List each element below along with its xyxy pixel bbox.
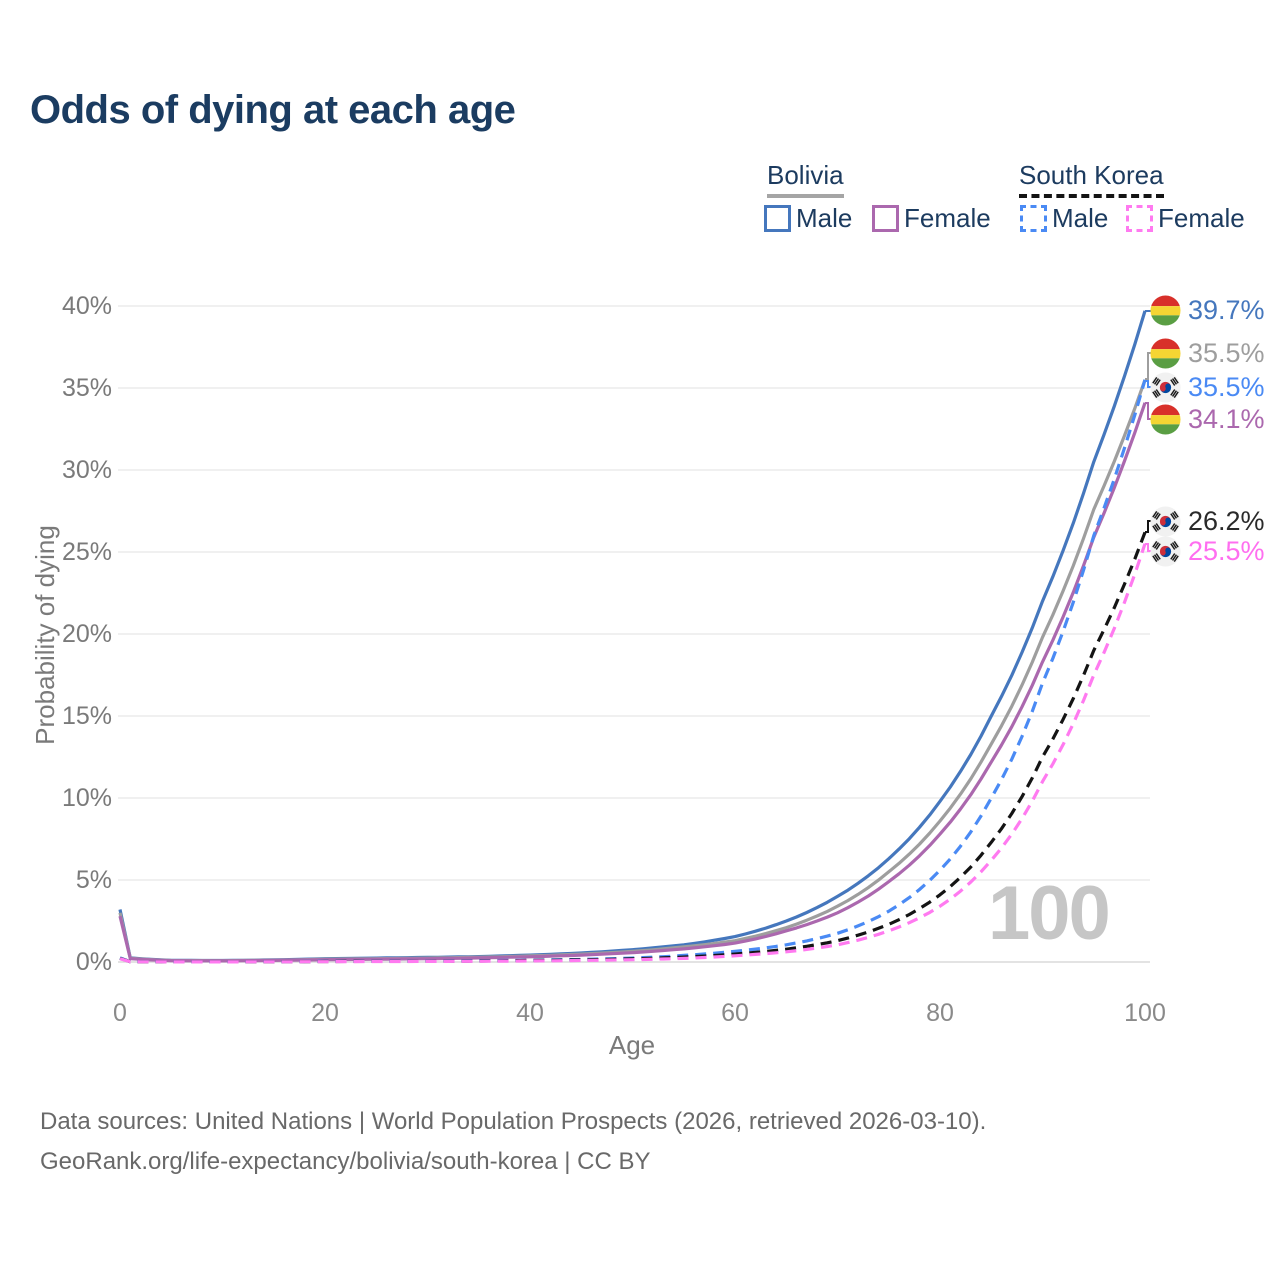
label-connectors [1145, 310, 1152, 552]
page-title: Odds of dying at each age [30, 88, 516, 132]
y-tick-label: 35% [61, 374, 112, 402]
end-label-bolivia-female: 34.1% [1150, 403, 1265, 435]
bolivia-female-swatch-icon [872, 205, 899, 232]
legend-item-bolivia-male[interactable]: Male [764, 203, 852, 234]
south-korea-flag-icon [1150, 506, 1181, 537]
legend-item-bolivia-female[interactable]: Female [872, 203, 991, 234]
end-label-value: 34.1% [1188, 403, 1265, 434]
y-tick-label: 20% [61, 620, 112, 648]
y-tick-label: 15% [61, 702, 112, 730]
y-tick-label: 10% [61, 784, 112, 812]
source-url-text[interactable]: GeoRank.org/life-expectancy/bolivia/sout… [40, 1148, 651, 1175]
x-tick-label: 60 [721, 999, 749, 1027]
y-tick-label: 5% [75, 866, 112, 894]
end-label-value: 26.2% [1188, 505, 1265, 536]
legend-item-label: Female [1158, 203, 1245, 233]
bolivia-flag-icon [1150, 404, 1181, 435]
y-tick-label: 40% [61, 292, 112, 320]
data-sources-text: Data sources: United Nations | World Pop… [40, 1108, 987, 1135]
series-line-south_korea_female[interactable] [119, 543, 1147, 964]
y-tick-label: 30% [61, 456, 112, 484]
south-korea-female-swatch-icon [1126, 205, 1153, 232]
bolivia-flag-icon [1150, 338, 1181, 369]
x-tick-label: 20 [311, 999, 339, 1027]
bolivia-flag-icon [1150, 295, 1181, 326]
x-axis-title: Age [608, 1030, 656, 1060]
legend-item-label: Male [1052, 203, 1109, 233]
end-label-bolivia-both: 35.5% [1150, 337, 1265, 369]
south-korea-flag-icon [1150, 536, 1181, 567]
year-watermark: 100 [988, 871, 1111, 956]
x-tick-label: 40 [516, 999, 544, 1027]
end-label-value: 35.5% [1188, 337, 1265, 368]
x-tick-label: 80 [926, 999, 954, 1027]
end-label-value: 39.7% [1188, 294, 1265, 325]
end-label-value: 25.5% [1188, 535, 1265, 566]
south-korea-flag-icon [1150, 372, 1181, 403]
end-label-south-korea-male: 35.5% [1150, 371, 1265, 403]
end-label-value: 35.5% [1188, 371, 1265, 402]
bolivia-male-swatch-icon [764, 205, 791, 232]
series-lines [118, 310, 1147, 964]
end-label-south-korea-both: 26.2% [1150, 505, 1265, 537]
series-line-bolivia_male[interactable] [118, 310, 1147, 963]
x-tick-label: 0 [113, 999, 127, 1027]
y-axis-title: Probability of dying [30, 525, 60, 745]
south-korea-male-swatch-icon [1020, 205, 1047, 232]
y-tick-label: 0% [75, 948, 112, 976]
end-label-south-korea-female: 25.5% [1150, 535, 1265, 567]
legend-item-label: Female [904, 203, 991, 233]
y-tick-label: 25% [61, 538, 112, 566]
legend-group-south-korea[interactable]: South Korea [1019, 160, 1164, 198]
legend-item-label: Male [796, 203, 853, 233]
legend-group-bolivia[interactable]: Bolivia [767, 160, 844, 198]
end-label-bolivia-male: 39.7% [1150, 294, 1265, 326]
legend-item-south-korea-female[interactable]: Female [1126, 203, 1245, 234]
legend-item-south-korea-male[interactable]: Male [1020, 203, 1108, 234]
gridlines [118, 305, 1150, 963]
x-tick-label: 100 [1124, 999, 1166, 1027]
